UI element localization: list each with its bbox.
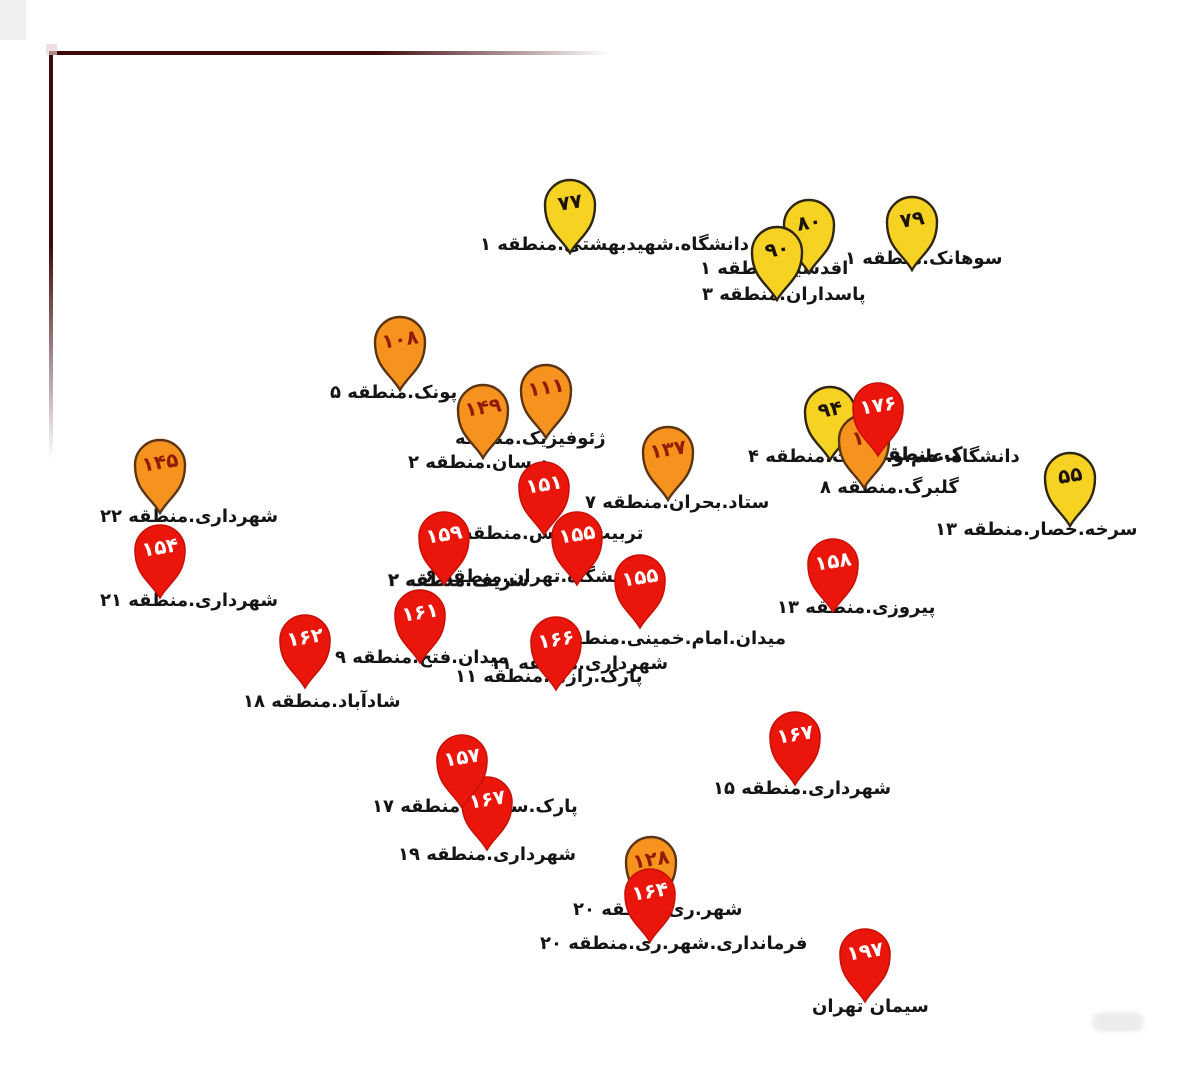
pin-marker-icon — [373, 315, 427, 392]
station-label-27: فرمانداری.شهر.ری.منطقه ۲۰ — [540, 933, 808, 954]
station-label-11: سرخه.حصار.منطقه ۱۳ — [935, 519, 1138, 540]
frame-corner-dot — [46, 44, 57, 55]
pin-marker-icon — [614, 554, 666, 630]
watermark — [1092, 1012, 1144, 1032]
map-pin-aqi-166[interactable]: ۱۶۶ — [529, 614, 583, 692]
pin-marker-icon — [1043, 451, 1097, 528]
map-pin-aqi-176[interactable]: ۱۷۶ — [851, 380, 905, 458]
station-label-0: دانشگاه.شهیدبهشتی.منطقه ۱ — [480, 234, 750, 255]
station-label-3: پاسداران.منطقه ۳ — [702, 284, 866, 305]
station-label-25: شهرداری.منطقه ۱۹ — [398, 844, 577, 865]
pin-marker-icon — [885, 195, 939, 272]
map-pin-aqi-108[interactable]: ۱۰۸ — [373, 314, 427, 392]
pin-marker-icon — [807, 538, 859, 614]
pin-marker-icon — [519, 363, 573, 440]
map-pin-aqi-154[interactable]: ۱۵۴ — [133, 522, 187, 600]
map-pin-aqi-145[interactable]: ۱۴۵ — [133, 437, 187, 515]
station-label-13: شهرداری.منطقه ۲۱ — [100, 590, 279, 611]
pin-marker-icon — [530, 616, 582, 692]
station-label-21: شادآباد.منطقه ۱۸ — [243, 691, 401, 712]
map-pin-aqi-161[interactable]: ۱۶۱ — [393, 587, 447, 665]
pin-marker-icon — [134, 524, 186, 600]
station-label-7: ستاد.بحران.منطقه ۷ — [585, 492, 770, 513]
map-pin-aqi-155[interactable]: ۱۵۵ — [613, 552, 667, 630]
pin-marker-icon — [436, 734, 488, 810]
map-pin-aqi-155[interactable]: ۱۵۵ — [550, 509, 604, 587]
pin-marker-icon — [461, 776, 513, 852]
station-label-2: سوهانک.منطقه ۱ — [845, 248, 1003, 269]
pin-marker-icon — [418, 511, 470, 587]
map-pin-aqi-167[interactable]: ۱۶۷ — [768, 709, 822, 787]
pin-marker-icon — [750, 225, 804, 302]
station-label-6: دیسان.منطقه ۲ — [408, 452, 549, 473]
map-pin-aqi-164[interactable]: ۱۶۴ — [623, 866, 677, 944]
map-pin-aqi-162[interactable]: ۱۶۲ — [278, 612, 332, 690]
pin-marker-icon — [624, 868, 676, 944]
station-label-28: سیمان تهران — [812, 996, 929, 1017]
pin-marker-icon — [551, 511, 603, 587]
pin-marker-icon — [641, 425, 695, 502]
map-pin-aqi-90[interactable]: ۹۰ — [750, 224, 804, 302]
map-pin-aqi-158[interactable]: ۱۵۸ — [806, 536, 860, 614]
station-label-4: پونک.منطقه ۵ — [330, 382, 458, 403]
map-pin-aqi-111[interactable]: ۱۱۱ — [519, 362, 573, 440]
frame-top-line — [50, 51, 610, 55]
frame-left-line — [49, 51, 53, 481]
page-corner-shade — [0, 0, 26, 40]
pin-marker-icon — [543, 178, 597, 255]
pin-marker-icon — [133, 438, 187, 515]
map-pin-aqi-157[interactable]: ۱۵۷ — [435, 732, 489, 810]
station-label-20: میدان.فتح.منطقه ۹ — [335, 647, 509, 668]
pin-marker-icon — [769, 711, 821, 787]
map-pin-aqi-149[interactable]: ۱۴۹ — [456, 382, 510, 460]
station-label-16: شریف.منطقه ۲ — [388, 570, 530, 591]
map-pin-aqi-55[interactable]: ۵۵ — [1043, 450, 1097, 528]
map-pin-aqi-137[interactable]: ۱۳۷ — [641, 424, 695, 502]
pin-marker-icon — [518, 461, 570, 537]
map-pin-aqi-159[interactable]: ۱۵۹ — [417, 509, 471, 587]
station-label-17: میدان.امام.خمینی.منطقه — [560, 628, 787, 649]
map-pin-aqi-79[interactable]: ۷۹ — [885, 194, 939, 272]
pin-marker-icon — [456, 383, 510, 460]
pin-marker-icon — [852, 382, 904, 458]
map-pin-aqi-167[interactable]: ۱۶۷ — [460, 774, 514, 852]
map-pin-aqi-151[interactable]: ۱۵۱ — [517, 459, 571, 537]
station-label-12: شهرداری.منطقه ۲۲ — [100, 506, 279, 527]
station-label-23: شهرداری.منطقه ۱۵ — [713, 778, 892, 799]
pin-marker-icon — [279, 614, 331, 690]
map-pin-aqi-77[interactable]: ۷۷ — [543, 177, 597, 255]
pin-marker-icon — [394, 589, 446, 665]
pin-marker-icon — [839, 928, 891, 1004]
map-pin-aqi-197[interactable]: ۱۹۷ — [838, 926, 892, 1004]
